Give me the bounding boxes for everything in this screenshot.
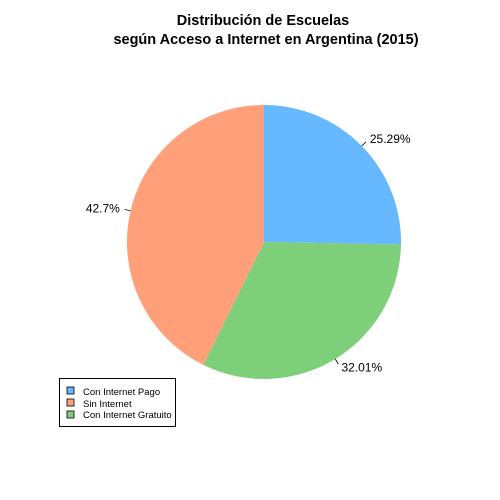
legend-swatch	[66, 410, 75, 419]
pie-slice-con-internet-pago	[264, 105, 401, 245]
legend-label: Con Internet Gratuito	[83, 410, 172, 421]
pie-slice-label: 25.29%	[370, 132, 411, 146]
pie-slice-label: 42.7%	[86, 202, 120, 216]
legend-swatch	[66, 398, 75, 407]
pie-labels: 25.29% 32.01% 42.7%	[86, 132, 411, 375]
legend-entry-sin-internet: Sin Internet	[66, 398, 132, 410]
legend: Con Internet Pago Sin Internet Con Inter…	[59, 378, 176, 427]
legend-swatch	[66, 386, 75, 395]
legend-label: Con Internet Pago	[83, 387, 160, 398]
pie-slice-con-internet-gratuito	[203, 242, 401, 379]
pie-label-tick	[361, 141, 367, 147]
chart-title-line-1: Distribución de Escuelas	[177, 13, 349, 29]
pie-label-tick	[124, 209, 131, 212]
legend-label: Sin Internet	[83, 399, 132, 410]
pie-label-tick	[334, 358, 339, 365]
pie-slice-sin-internet	[127, 105, 265, 365]
chart-title-line-2: según Acceso a Internet en Argentina (20…	[113, 32, 418, 48]
pie-slices	[127, 105, 401, 379]
legend-box	[59, 378, 176, 427]
pie-slice-label: 32.01%	[341, 361, 382, 375]
legend-entry-con-internet-pago: Con Internet Pago	[66, 386, 160, 398]
legend-entry-con-internet-gratuito: Con Internet Gratuito	[66, 410, 172, 421]
